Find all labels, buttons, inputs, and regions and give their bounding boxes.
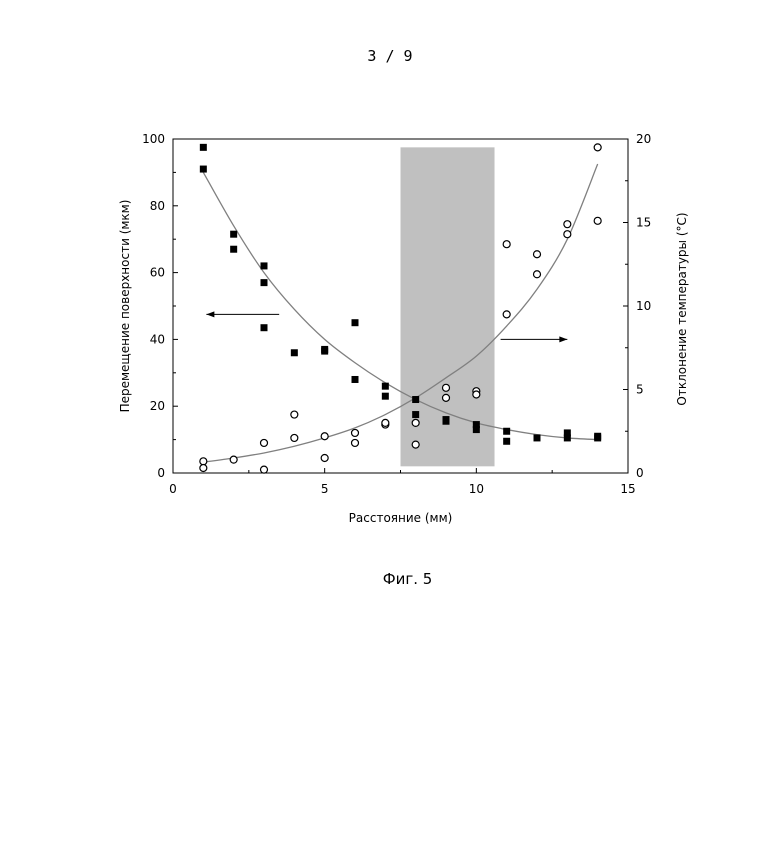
y-tick-label: 20 (150, 399, 165, 413)
displacement-point (503, 428, 510, 435)
temperature-point (230, 456, 237, 463)
temperature-point (382, 419, 389, 426)
x-axis-label: Расстояние (мм) (349, 511, 453, 525)
displacement-point (503, 438, 510, 445)
temperature-point (594, 144, 601, 151)
temperature-point (564, 221, 571, 228)
displacement-point (594, 434, 601, 441)
chart: 05101502040608010005101520 Расстояние (м… (0, 0, 780, 560)
x-tick-label: 5 (321, 482, 329, 496)
displacement-point (230, 231, 237, 238)
y2-tick-label: 10 (636, 299, 651, 313)
displacement-point (412, 396, 419, 403)
temperature-point (503, 311, 510, 318)
displacement-point (261, 324, 268, 331)
displacement-point (564, 434, 571, 441)
displacement-point (291, 349, 298, 356)
temperature-point (261, 439, 268, 446)
temperature-point (412, 441, 419, 448)
y2-axis-label: Отклонение температуры (°C) (675, 212, 689, 405)
x-tick-label: 0 (169, 482, 177, 496)
temperature-point (261, 466, 268, 473)
displacement-point (200, 166, 207, 173)
temperature-point (503, 241, 510, 248)
temperature-point (534, 251, 541, 258)
displacement-point (473, 426, 480, 433)
x-tick-label: 10 (469, 482, 484, 496)
displacement-point (200, 144, 207, 151)
displacement-point (261, 279, 268, 286)
y2-tick-label: 20 (636, 132, 651, 146)
temperature-point (321, 454, 328, 461)
y-tick-label: 80 (150, 199, 165, 213)
displacement-point (382, 383, 389, 390)
displacement-point (321, 348, 328, 355)
temperature-point (412, 419, 419, 426)
figure-caption: Фиг. 5 (0, 570, 780, 588)
displacement-point (352, 319, 359, 326)
temperature-point (443, 394, 450, 401)
temperature-point (473, 391, 480, 398)
displacement-point (534, 434, 541, 441)
displacement-point (230, 246, 237, 253)
temperature-point (200, 464, 207, 471)
displacement-point (412, 411, 419, 418)
temperature-point (443, 384, 450, 391)
temperature-point (291, 434, 298, 441)
y2-tick-label: 5 (636, 383, 644, 397)
y2-tick-label: 0 (636, 466, 644, 480)
y2-tick-label: 15 (636, 216, 651, 230)
displacement-point (382, 393, 389, 400)
temperature-point (200, 458, 207, 465)
x-tick-label: 15 (620, 482, 635, 496)
temperature-point (352, 429, 359, 436)
displacement-point (443, 418, 450, 425)
displacement-point (261, 262, 268, 269)
temperature-point (321, 433, 328, 440)
y-tick-label: 60 (150, 266, 165, 280)
temperature-point (291, 411, 298, 418)
arrow-head-right (559, 336, 567, 342)
temperature-point (352, 439, 359, 446)
temperature-point (534, 271, 541, 278)
y-tick-label: 40 (150, 332, 165, 346)
y-tick-label: 0 (157, 466, 165, 480)
arrow-head-left (206, 311, 214, 317)
temperature-point (594, 217, 601, 224)
y-axis-label: Перемещение поверхности (мкм) (118, 200, 132, 413)
displacement-point (352, 376, 359, 383)
y-tick-label: 100 (142, 132, 165, 146)
temperature-point (564, 231, 571, 238)
